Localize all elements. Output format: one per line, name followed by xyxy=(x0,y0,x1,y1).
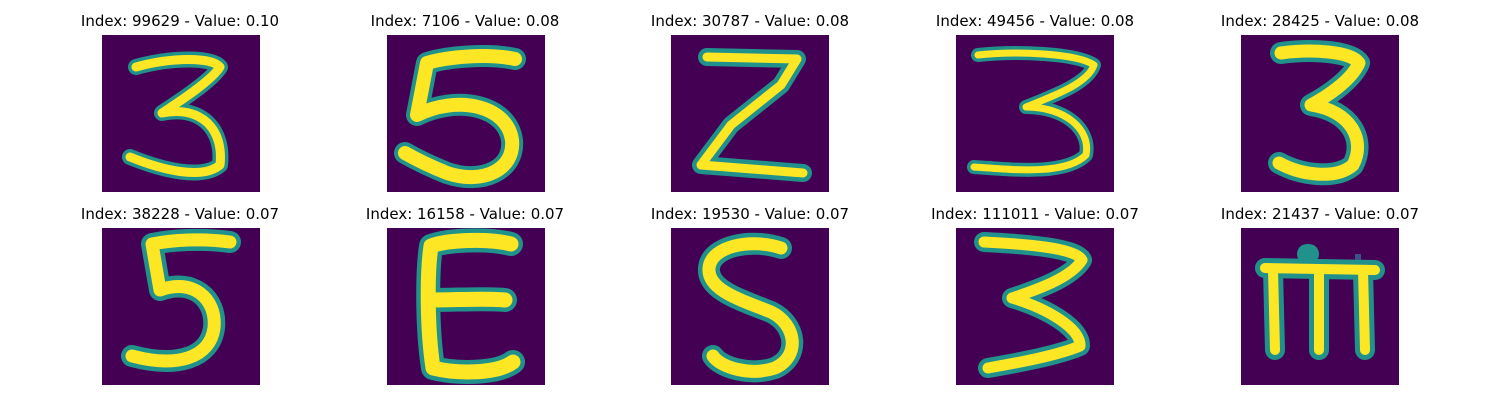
panel-title: Index: 30787 - Value: 0.08 xyxy=(650,12,850,30)
panel-title: Index: 19530 - Value: 0.07 xyxy=(650,205,850,223)
panel-title: Index: 49456 - Value: 0.08 xyxy=(935,12,1135,30)
panel-title: Index: 21437 - Value: 0.07 xyxy=(1220,205,1420,223)
digit-image xyxy=(956,228,1114,385)
digit-image xyxy=(1241,35,1399,192)
digit-image xyxy=(387,228,545,385)
digit-image xyxy=(387,35,545,192)
panel-title: Index: 111011 - Value: 0.07 xyxy=(931,205,1139,223)
handwritten-3-glyph xyxy=(122,51,229,181)
panel-title: Index: 28425 - Value: 0.08 xyxy=(1220,12,1420,30)
panel-title: Index: 7106 - Value: 0.08 xyxy=(370,12,560,30)
digit-image xyxy=(671,35,829,192)
digit-image xyxy=(1241,228,1399,385)
digit-image xyxy=(102,228,260,385)
digit-image xyxy=(102,35,260,192)
panel-title: Index: 16158 - Value: 0.07 xyxy=(365,205,565,223)
panel-title: Index: 99629 - Value: 0.10 xyxy=(80,12,280,30)
digit-image xyxy=(956,35,1114,192)
digit-image xyxy=(671,228,829,385)
panel-title: Index: 38228 - Value: 0.07 xyxy=(80,205,280,223)
